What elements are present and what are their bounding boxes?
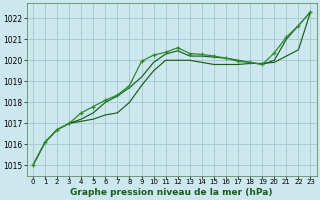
X-axis label: Graphe pression niveau de la mer (hPa): Graphe pression niveau de la mer (hPa): [70, 188, 273, 197]
